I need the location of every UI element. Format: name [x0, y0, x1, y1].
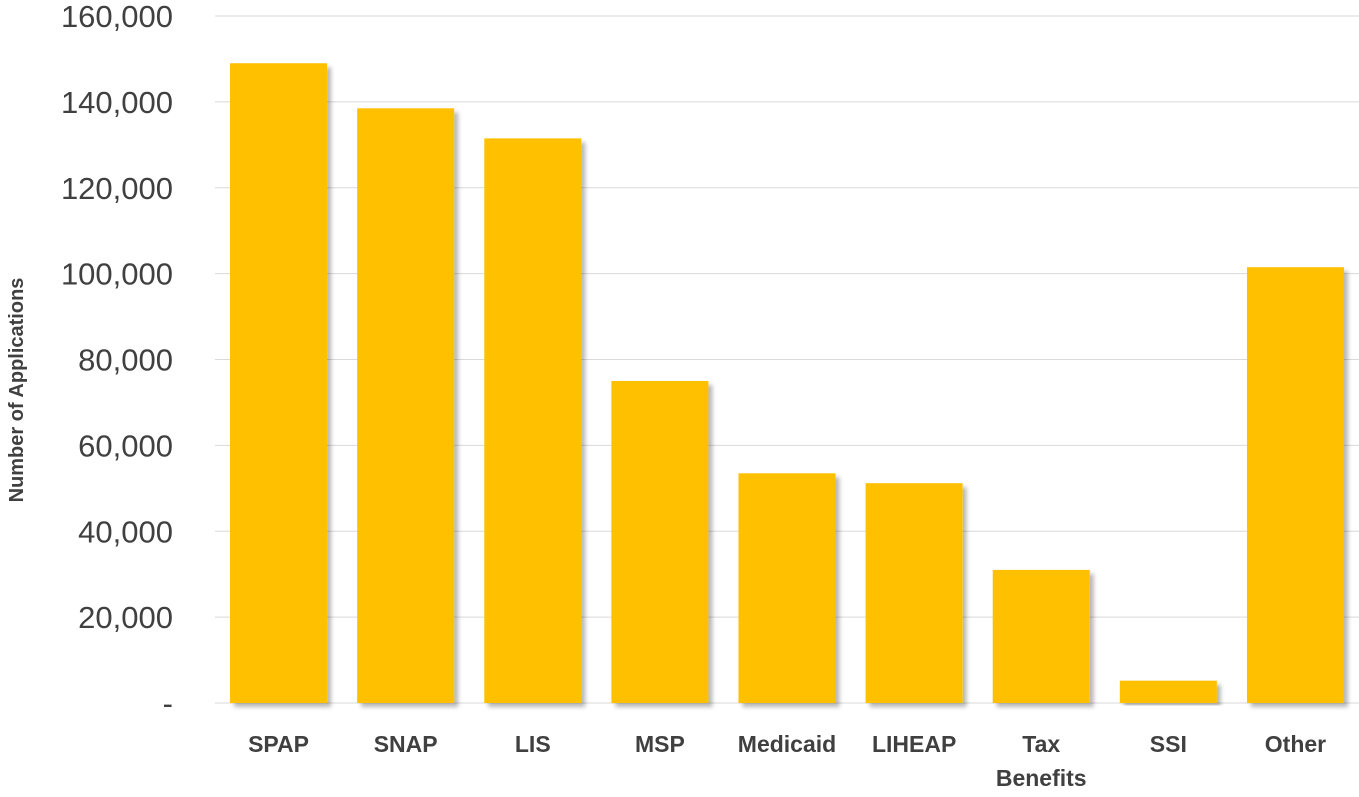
bars — [230, 63, 1344, 704]
bar-snap — [357, 108, 455, 704]
bar-other — [1246, 267, 1344, 703]
bar-liheap — [865, 483, 963, 703]
x-tick-label: MSP — [635, 731, 685, 757]
bar-tax-benefits — [992, 569, 1090, 703]
x-tick-label: Tax Benefits — [996, 731, 1087, 791]
bar-spap — [230, 63, 328, 703]
bar-msp — [611, 380, 709, 703]
x-tick-label: SSI — [1150, 731, 1187, 757]
y-tick-label: 60,000 — [78, 428, 173, 463]
y-tick-label: 100,000 — [61, 257, 173, 292]
x-tick-label: Other — [1265, 731, 1326, 757]
x-tick-label: Medicaid — [738, 731, 836, 757]
x-tick-label: SPAP — [248, 731, 309, 757]
bar-ssi — [1119, 680, 1217, 703]
y-tick-label: 80,000 — [78, 343, 173, 378]
x-tick-label: LIHEAP — [872, 731, 956, 757]
y-tick-label: 120,000 — [61, 171, 173, 206]
bar-medicaid — [738, 473, 836, 703]
y-tick-label: 160,000 — [61, 0, 173, 34]
y-tick-label: - — [163, 686, 173, 721]
y-axis-label: Number of Applications — [6, 278, 28, 503]
y-tick-label: 40,000 — [78, 514, 173, 549]
y-axis-ticks: - 20,000 40,000 60,000 80,000 100,000 120,000 1… — [61, 0, 173, 721]
x-tick-label: SNAP — [374, 731, 438, 757]
y-tick-label: 140,000 — [61, 85, 173, 120]
x-tick-label: LIS — [515, 731, 551, 757]
x-axis-ticks: SPAP SNAP LIS MSP Medicaid LIHEAP Tax Benefits S… — [248, 731, 1326, 791]
bar-lis — [484, 138, 582, 703]
y-tick-label: 20,000 — [78, 600, 173, 635]
